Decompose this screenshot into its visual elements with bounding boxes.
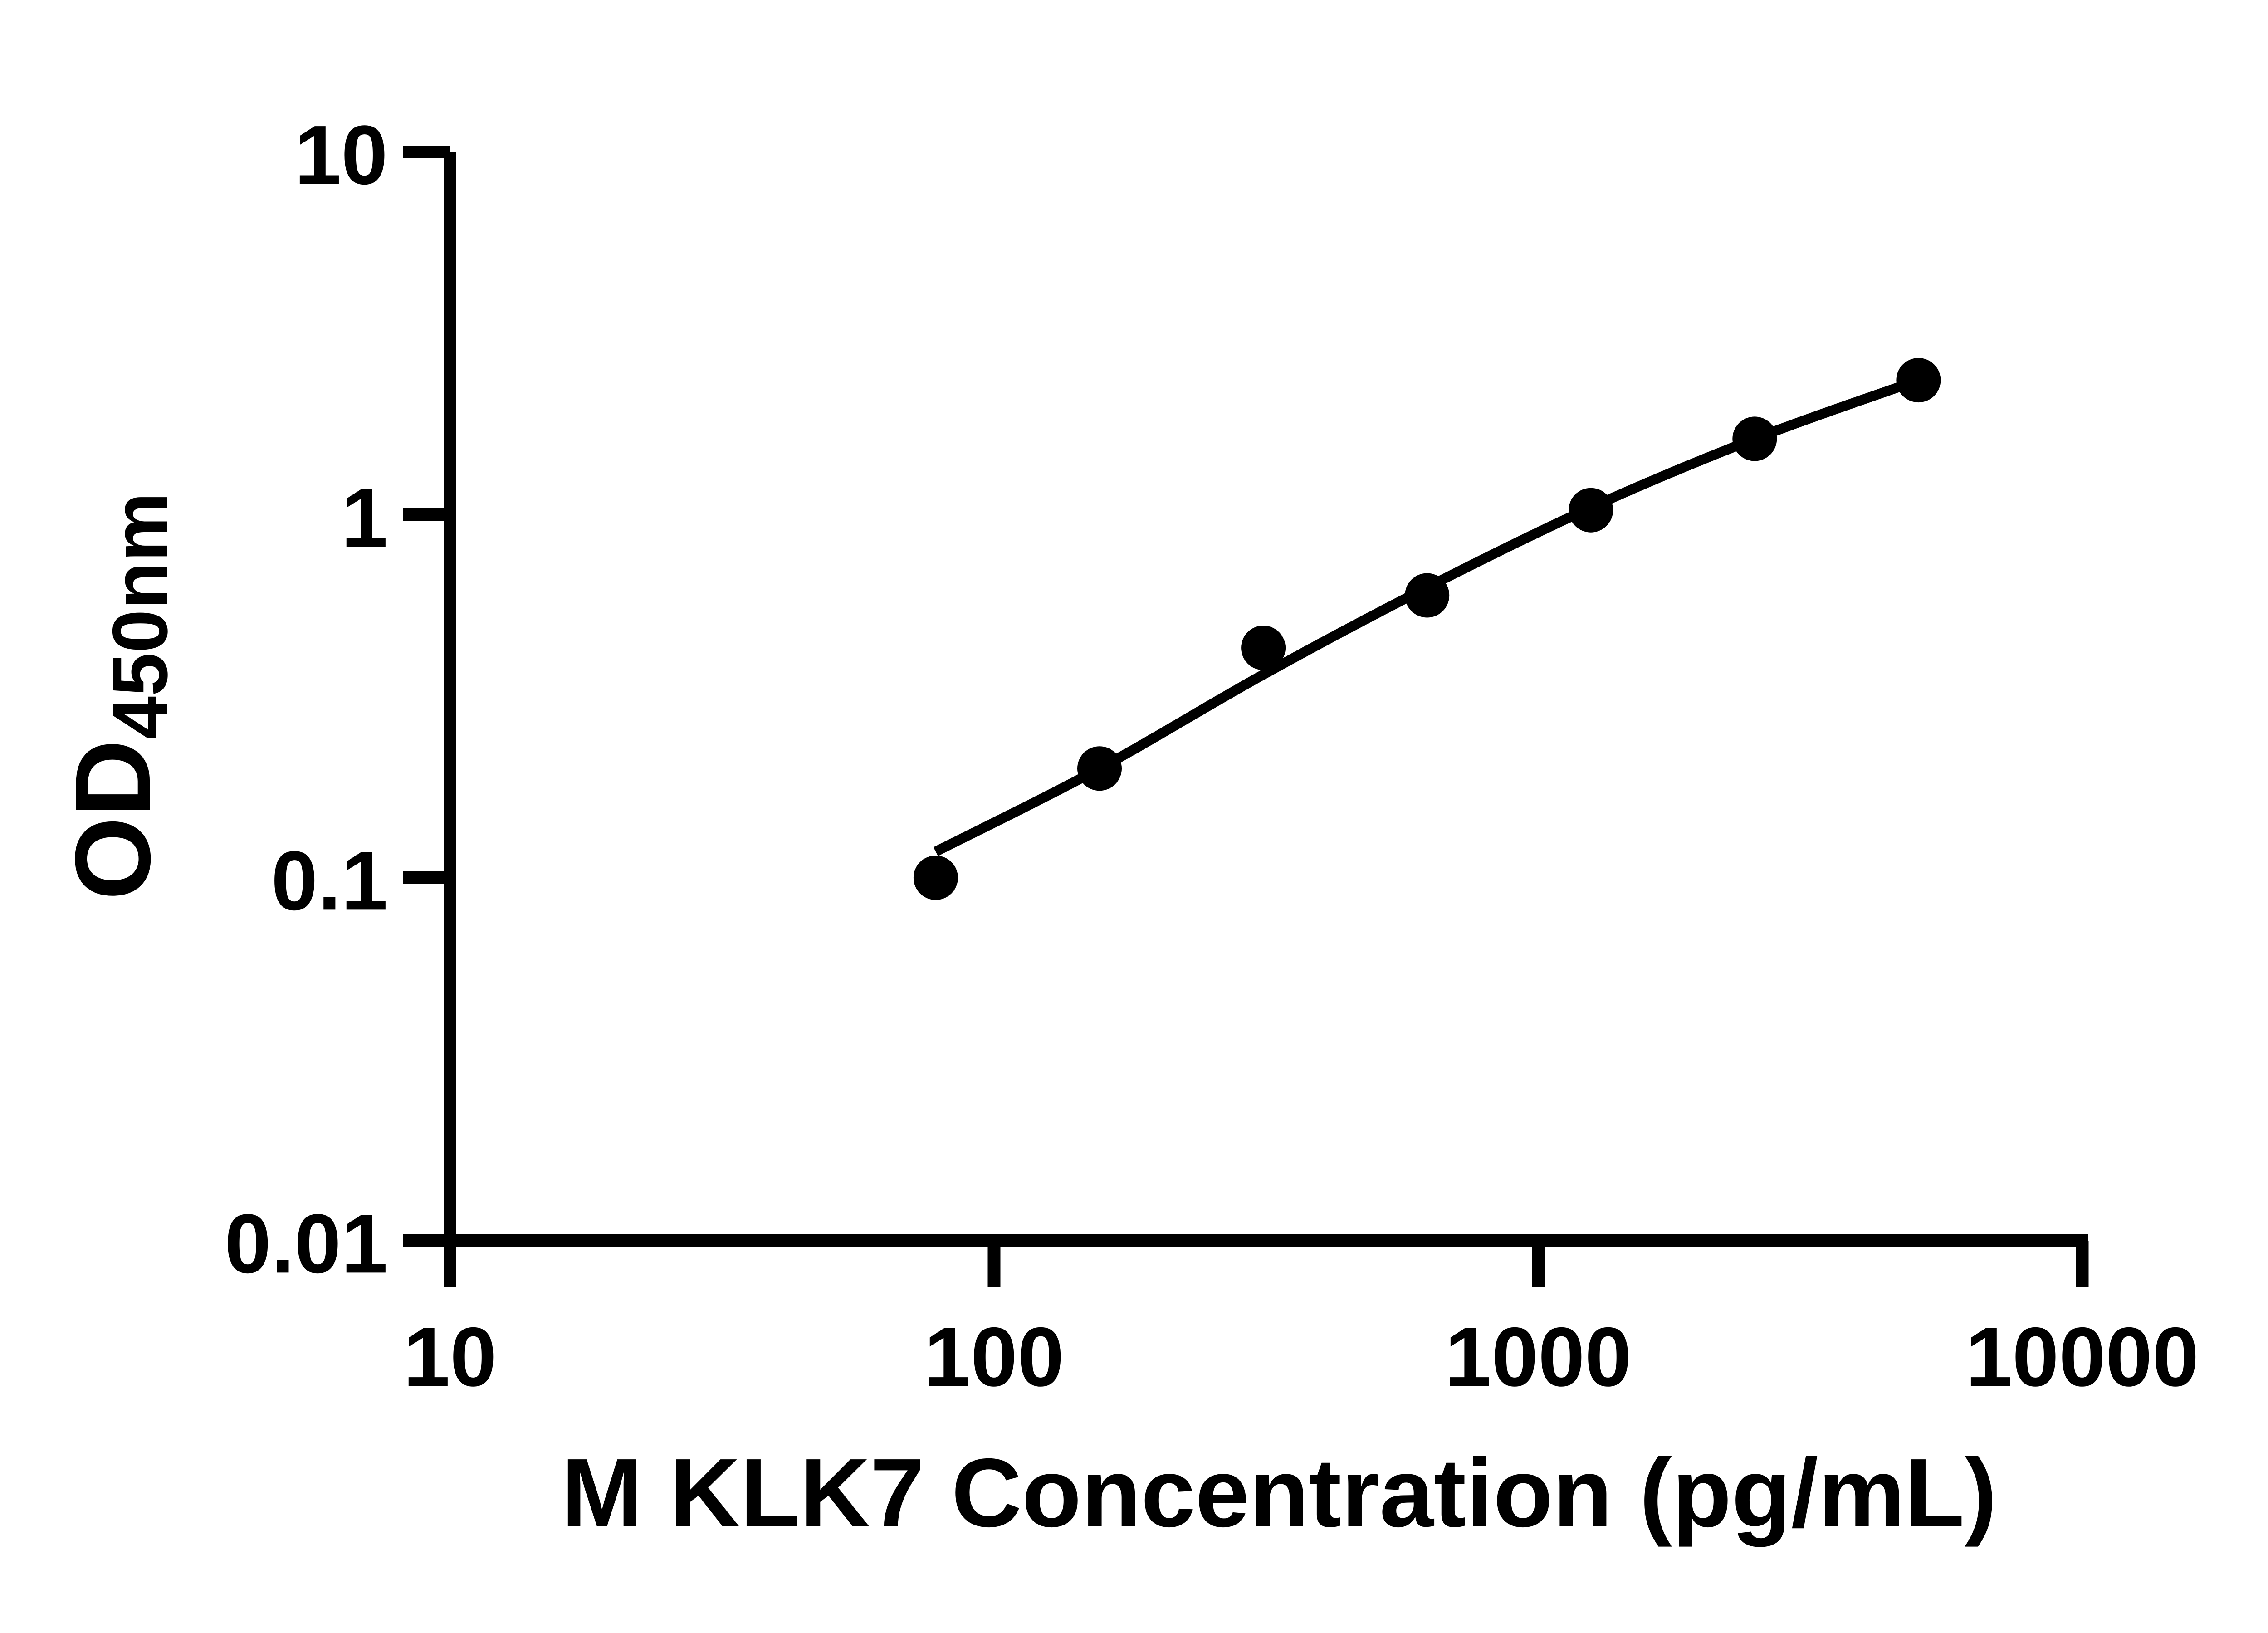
data-point: [1732, 416, 1777, 461]
data-point: [1569, 488, 1613, 533]
axis-spines: [444, 152, 2088, 1247]
x-tick-label: 1000: [1445, 1310, 1632, 1404]
y-tick-label: 0.01: [225, 1197, 388, 1291]
data-point: [1896, 358, 1941, 403]
data-point: [913, 856, 958, 900]
x-tick-label: 100: [924, 1310, 1064, 1404]
x-tick-label: 10: [403, 1310, 497, 1404]
data-point: [1077, 746, 1122, 791]
data-point: [1405, 573, 1450, 618]
y-axis-title-main: OD: [53, 739, 173, 900]
data-point: [1241, 626, 1286, 670]
y-axis-title-subscript: 450nm: [97, 493, 184, 740]
x-axis-title: M KLK7 Concentration (pg/mL): [561, 1438, 1997, 1547]
y-tick-label: 10: [294, 108, 388, 202]
x-tick-label: 10000: [1965, 1310, 2199, 1404]
y-axis-title: OD450nm: [53, 493, 184, 900]
y-tick-label: 0.1: [271, 834, 388, 928]
y-tick-label: 1: [341, 471, 388, 565]
